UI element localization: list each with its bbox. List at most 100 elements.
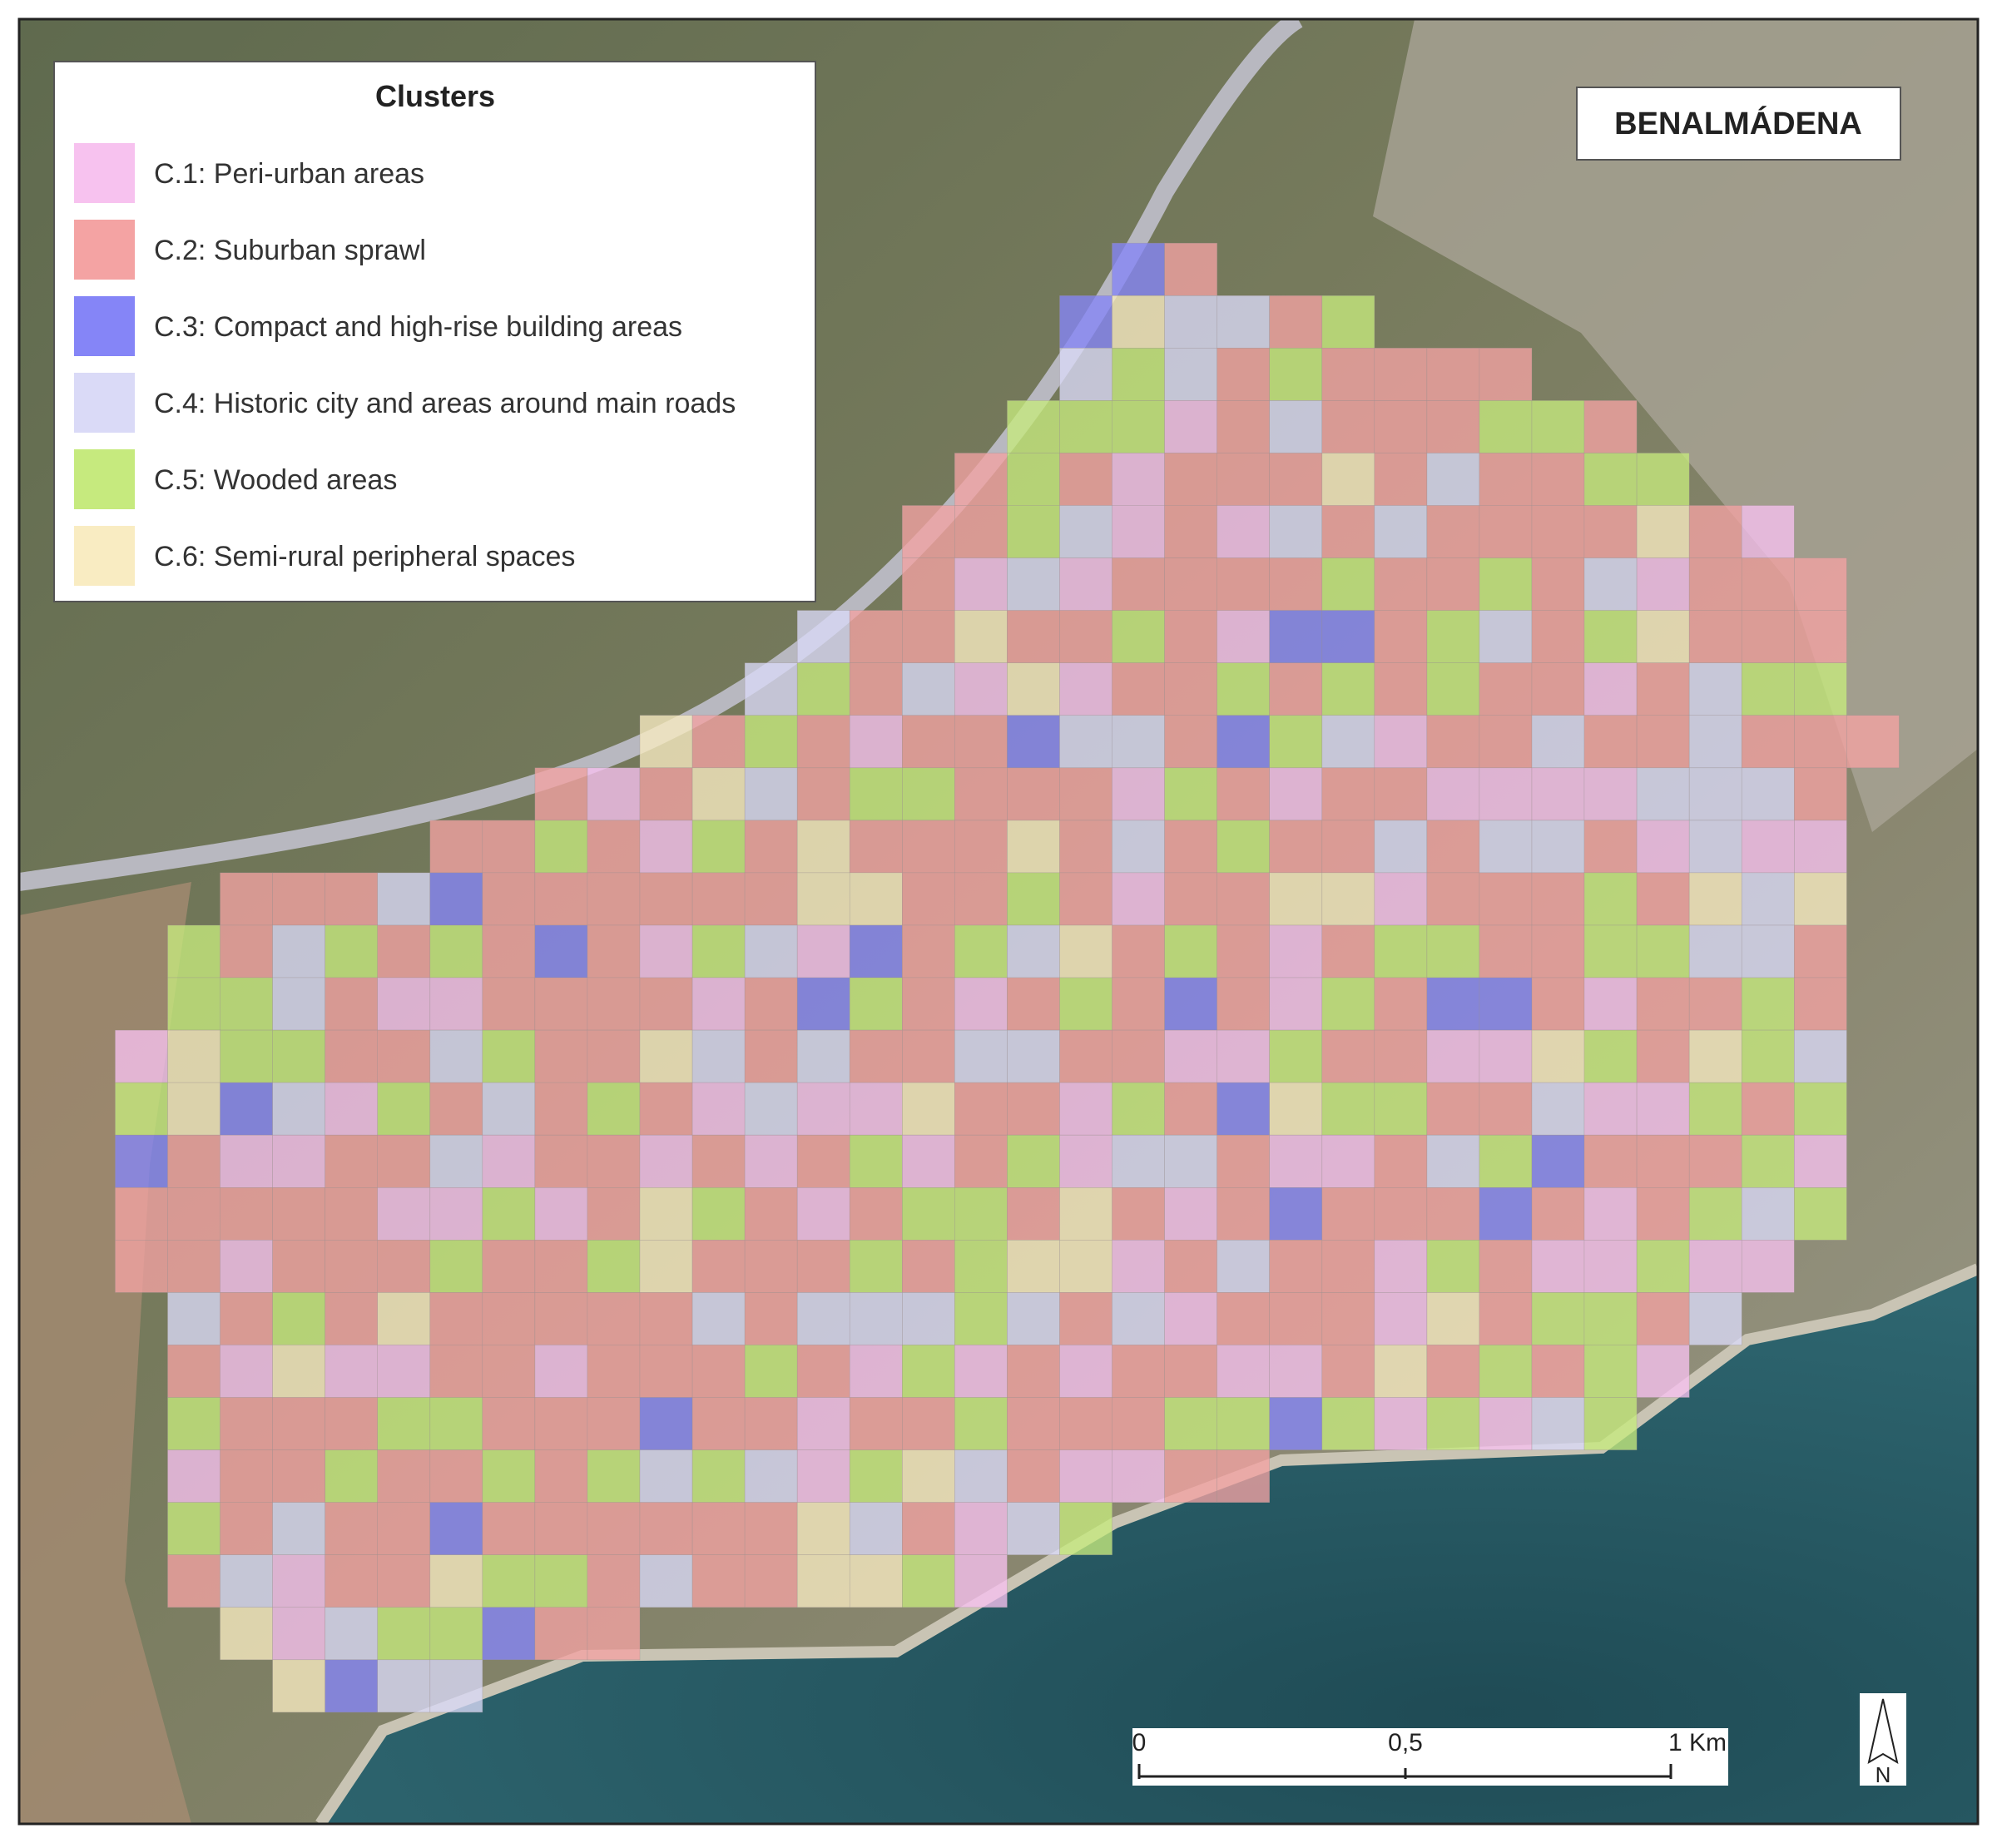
cluster-cell xyxy=(1269,347,1323,401)
cluster-cell xyxy=(1688,662,1742,716)
cluster-cell xyxy=(1531,453,1585,506)
cluster-cell xyxy=(1583,1240,1638,1293)
cluster-cell xyxy=(1217,820,1270,874)
cluster-cell xyxy=(1269,662,1323,716)
cluster-cell xyxy=(1374,505,1428,558)
cluster-cell xyxy=(220,1029,273,1083)
cluster-cell xyxy=(325,1292,379,1345)
cluster-cell xyxy=(1479,1029,1533,1083)
cluster-cell xyxy=(1583,872,1638,926)
cluster-cell xyxy=(534,767,588,821)
cluster-cell xyxy=(849,1554,903,1608)
cluster-cell xyxy=(1269,610,1323,663)
cluster-cell xyxy=(691,1134,746,1188)
cluster-cell xyxy=(587,1345,641,1398)
cluster-cell xyxy=(1636,662,1690,716)
cluster-cell xyxy=(1321,977,1375,1031)
cluster-cell xyxy=(1531,820,1585,874)
cluster-cell xyxy=(954,1449,1008,1503)
cluster-cell xyxy=(849,1502,903,1555)
cluster-cell xyxy=(1583,1134,1638,1188)
cluster-cell xyxy=(902,610,955,663)
cluster-cell xyxy=(1269,1134,1323,1188)
cluster-cell xyxy=(167,977,221,1031)
cluster-cell xyxy=(1794,1187,1847,1241)
cluster-cell xyxy=(587,924,641,978)
cluster-cell xyxy=(1269,1292,1323,1345)
cluster-cell xyxy=(1059,924,1112,978)
cluster-cell xyxy=(796,977,850,1031)
cluster-cell xyxy=(1217,767,1270,821)
cluster-cell xyxy=(1583,453,1638,506)
cluster-cell xyxy=(377,1554,431,1608)
cluster-cell xyxy=(1112,1292,1165,1345)
cluster-cell xyxy=(1269,505,1323,558)
cluster-cell xyxy=(849,610,903,663)
cluster-cell xyxy=(639,872,693,926)
cluster-cell xyxy=(902,977,955,1031)
cluster-cell xyxy=(1531,924,1585,978)
cluster-cell xyxy=(1636,872,1690,926)
cluster-cell xyxy=(1426,872,1480,926)
cluster-cell xyxy=(796,924,850,978)
cluster-cell xyxy=(1531,1240,1585,1293)
cluster-cell xyxy=(1636,1292,1690,1345)
cluster-cell xyxy=(1426,505,1480,558)
cluster-cell xyxy=(1374,662,1428,716)
cluster-cell xyxy=(115,1029,168,1083)
cluster-cell xyxy=(1741,1240,1795,1293)
cluster-cell xyxy=(902,820,955,874)
cluster-cell xyxy=(1217,924,1270,978)
cluster-cell xyxy=(639,977,693,1031)
cluster-cell xyxy=(1059,662,1112,716)
cluster-cell xyxy=(482,1134,536,1188)
cluster-cell xyxy=(1164,557,1217,611)
cluster-cell xyxy=(1112,295,1165,349)
cluster-cell xyxy=(1583,1397,1638,1450)
cluster-cell xyxy=(796,1345,850,1398)
cluster-cell xyxy=(1217,1397,1270,1450)
cluster-cell xyxy=(1321,1345,1375,1398)
cluster-cell xyxy=(220,872,273,926)
cluster-cell xyxy=(1531,557,1585,611)
cluster-cell xyxy=(1583,767,1638,821)
cluster-cell xyxy=(902,715,955,769)
cluster-cell xyxy=(534,1292,588,1345)
cluster-cell xyxy=(167,1187,221,1241)
cluster-cell xyxy=(1479,610,1533,663)
cluster-cell xyxy=(1531,1292,1585,1345)
cluster-cell xyxy=(1426,662,1480,716)
cluster-cell xyxy=(796,1187,850,1241)
legend-swatch xyxy=(74,526,135,586)
cluster-cell xyxy=(1794,1029,1847,1083)
cluster-cell xyxy=(1741,1082,1795,1136)
cluster-cell xyxy=(377,1082,431,1136)
cluster-cell xyxy=(1321,662,1375,716)
cluster-cell xyxy=(534,977,588,1031)
cluster-cell xyxy=(744,1292,798,1345)
legend-items: C.1: Peri-urban areas C.2: Suburban spraw… xyxy=(74,143,736,586)
cluster-cell xyxy=(1426,1187,1480,1241)
cluster-cell xyxy=(1112,400,1165,453)
cluster-cell xyxy=(639,1502,693,1555)
cluster-cell xyxy=(1688,1082,1742,1136)
cluster-cell xyxy=(1583,1292,1638,1345)
cluster-cell xyxy=(1479,505,1533,558)
cluster-cell xyxy=(691,1240,746,1293)
cluster-cell xyxy=(796,1502,850,1555)
cluster-cell xyxy=(325,1502,379,1555)
cluster-cell xyxy=(1269,295,1323,349)
cluster-cell xyxy=(1636,453,1690,506)
legend-label: C.6: Semi-rural peripheral spaces xyxy=(154,541,575,572)
cluster-cell xyxy=(1217,453,1270,506)
cluster-cell xyxy=(1269,977,1323,1031)
cluster-cell xyxy=(1059,1134,1112,1188)
cluster-cell xyxy=(587,1029,641,1083)
cluster-cell xyxy=(1059,505,1112,558)
cluster-cell xyxy=(639,820,693,874)
cluster-cell xyxy=(691,924,746,978)
cluster-cell xyxy=(902,924,955,978)
cluster-cell xyxy=(325,1554,379,1608)
cluster-cell xyxy=(1426,977,1480,1031)
